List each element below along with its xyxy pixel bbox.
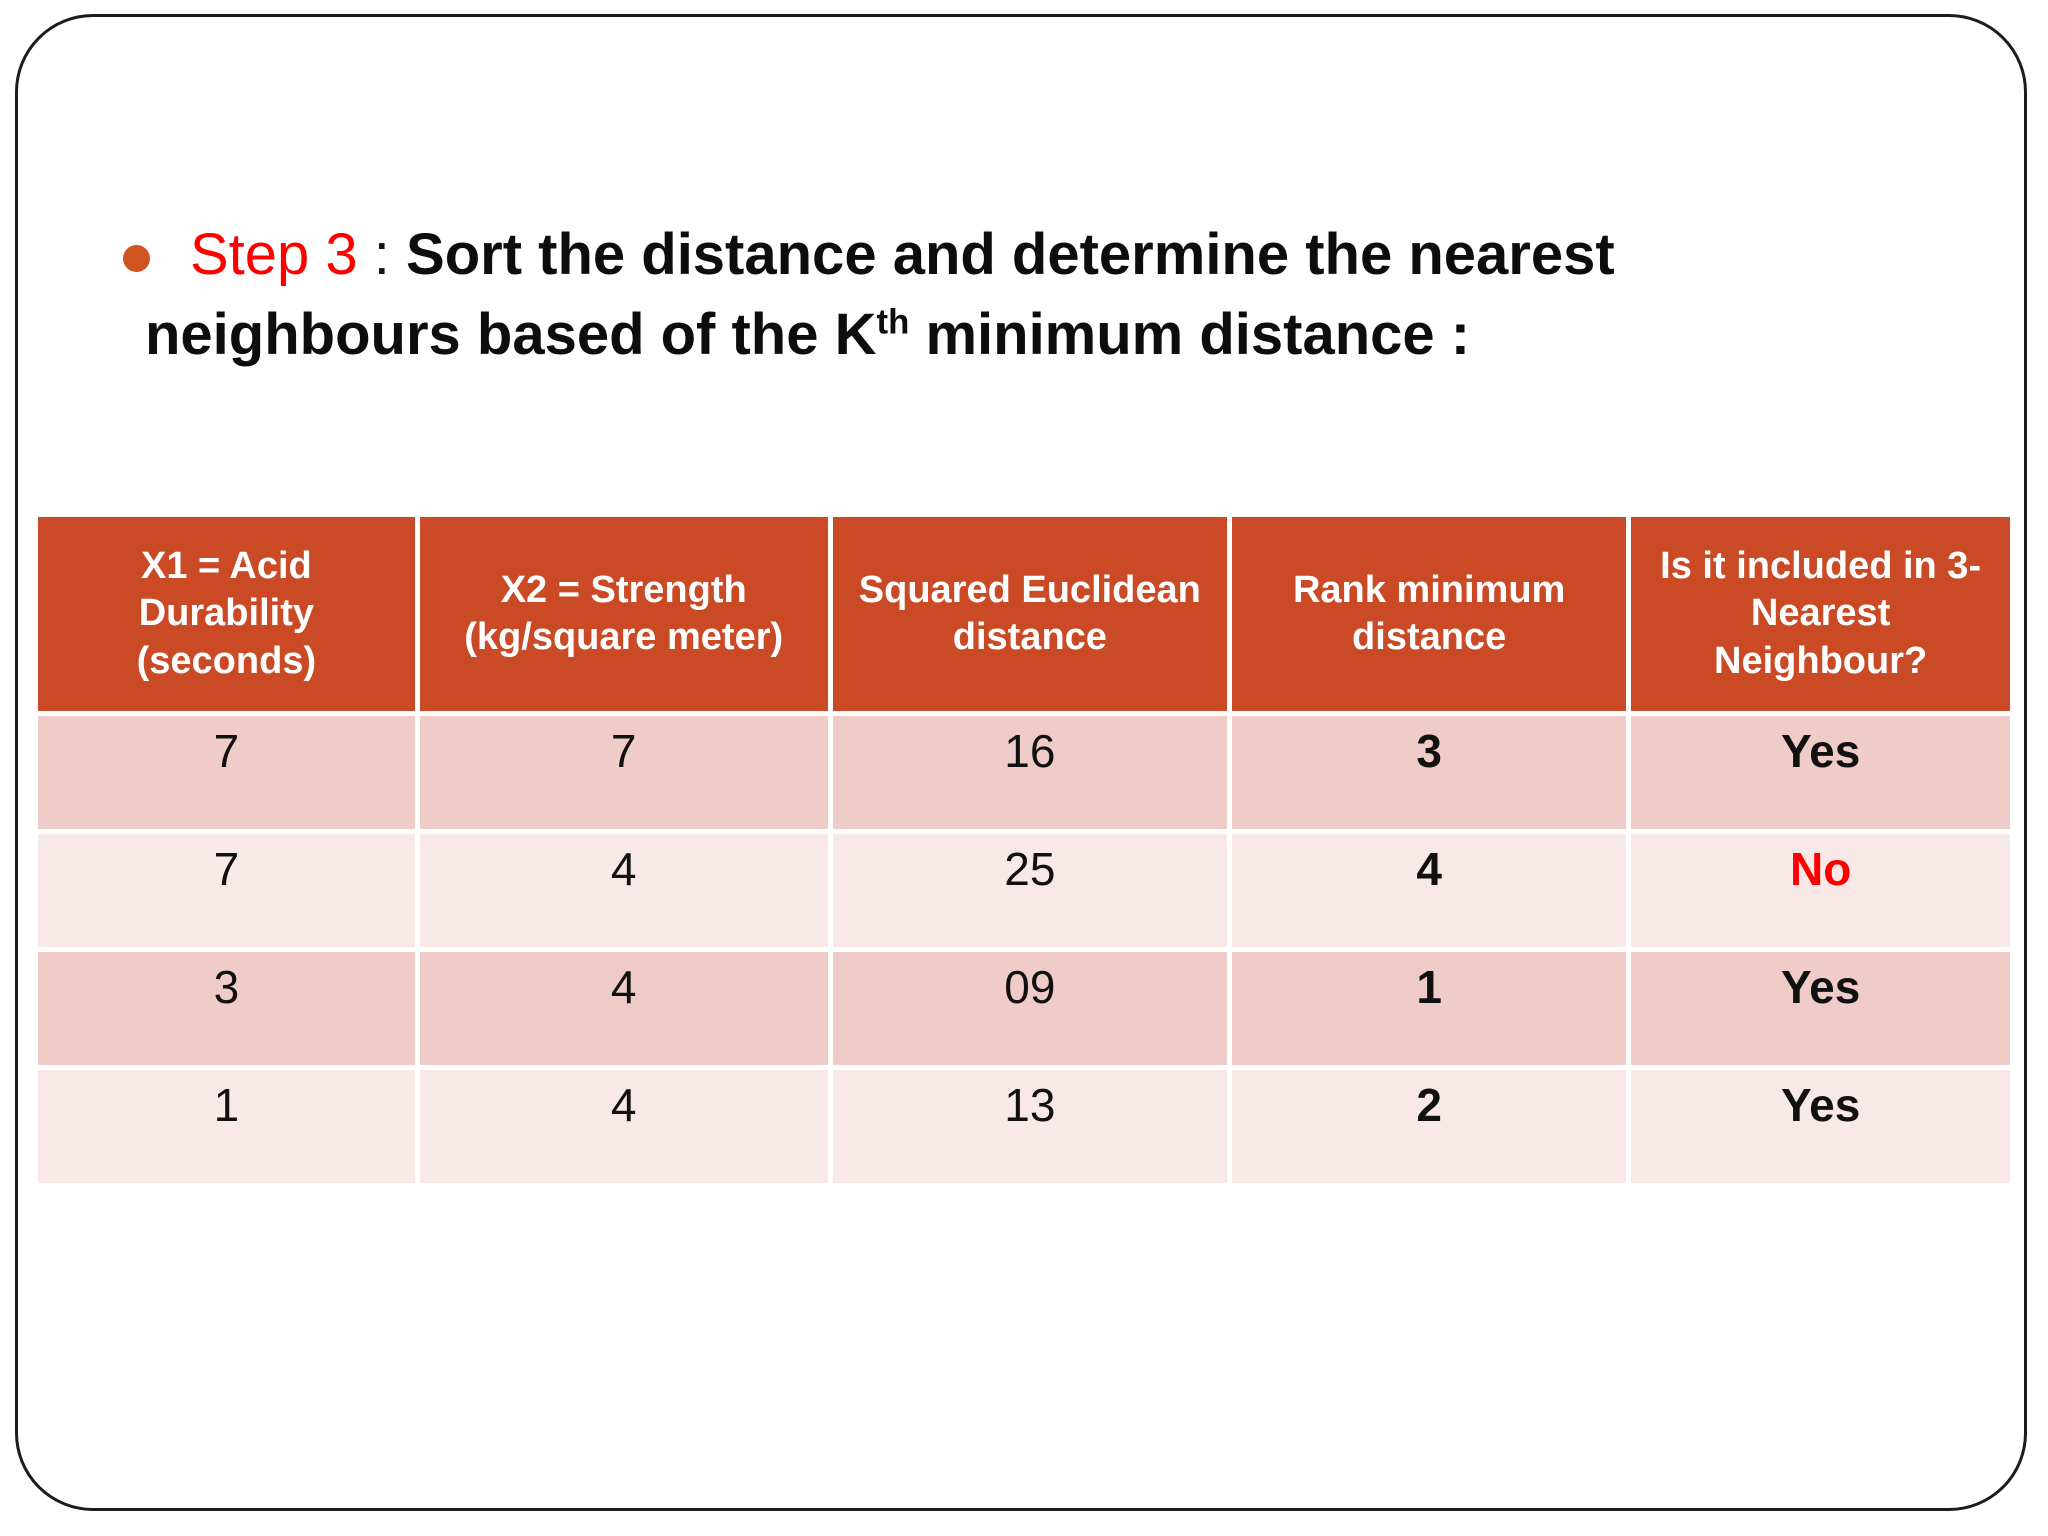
slide-title-line1: Step 3 : Sort the distance and determine… bbox=[190, 222, 1615, 289]
header-x2-strength: X2 = Strength (kg/square meter) bbox=[419, 517, 828, 711]
title-text-line2: neighbours based of the Kth minimum dist… bbox=[145, 302, 1471, 367]
step-label: Step 3 bbox=[190, 222, 358, 287]
title-text-line1: Sort the distance and determine the near… bbox=[406, 222, 1615, 287]
header-included-3-nearest: Is it included in 3-Nearest Neighbour? bbox=[1631, 517, 2010, 711]
table-row: 7 7 16 3 Yes bbox=[38, 716, 2010, 829]
cell-x1: 7 bbox=[38, 716, 415, 829]
slide-border-frame bbox=[15, 14, 2027, 1511]
table-row: 3 4 09 1 Yes bbox=[38, 952, 2010, 1065]
cell-distance: 16 bbox=[832, 716, 1227, 829]
cell-distance: 25 bbox=[832, 834, 1227, 947]
cell-rank: 1 bbox=[1231, 952, 1627, 1065]
cell-included: Yes bbox=[1631, 952, 2010, 1065]
table-row: 1 4 13 2 Yes bbox=[38, 1070, 2010, 1183]
table-row: 7 4 25 4 No bbox=[38, 834, 2010, 947]
slide-title-line2: neighbours based of the Kth minimum dist… bbox=[145, 302, 1470, 369]
superscript-th: th bbox=[876, 302, 910, 342]
cell-x1: 3 bbox=[38, 952, 415, 1065]
header-squared-euclidean-distance: Squared Euclidean distance bbox=[832, 517, 1227, 711]
cell-x2: 4 bbox=[419, 1070, 828, 1183]
cell-x1: 1 bbox=[38, 1070, 415, 1183]
bullet-icon bbox=[123, 245, 150, 272]
cell-x1: 7 bbox=[38, 834, 415, 947]
table-header-row: X1 = Acid Durability (seconds) X2 = Stre… bbox=[38, 517, 2010, 711]
cell-included: No bbox=[1631, 834, 2010, 947]
cell-x2: 4 bbox=[419, 952, 828, 1065]
header-x1-acid-durability: X1 = Acid Durability (seconds) bbox=[38, 517, 415, 711]
title-separator: : bbox=[357, 222, 407, 287]
knn-distance-table: X1 = Acid Durability (seconds) X2 = Stre… bbox=[33, 512, 2015, 1188]
cell-x2: 4 bbox=[419, 834, 828, 947]
header-rank-minimum-distance: Rank minimum distance bbox=[1231, 517, 1627, 711]
cell-distance: 13 bbox=[832, 1070, 1227, 1183]
cell-rank: 4 bbox=[1231, 834, 1627, 947]
cell-rank: 2 bbox=[1231, 1070, 1627, 1183]
cell-included: Yes bbox=[1631, 716, 2010, 829]
cell-distance: 09 bbox=[832, 952, 1227, 1065]
cell-x2: 7 bbox=[419, 716, 828, 829]
cell-included: Yes bbox=[1631, 1070, 2010, 1183]
cell-rank: 3 bbox=[1231, 716, 1627, 829]
